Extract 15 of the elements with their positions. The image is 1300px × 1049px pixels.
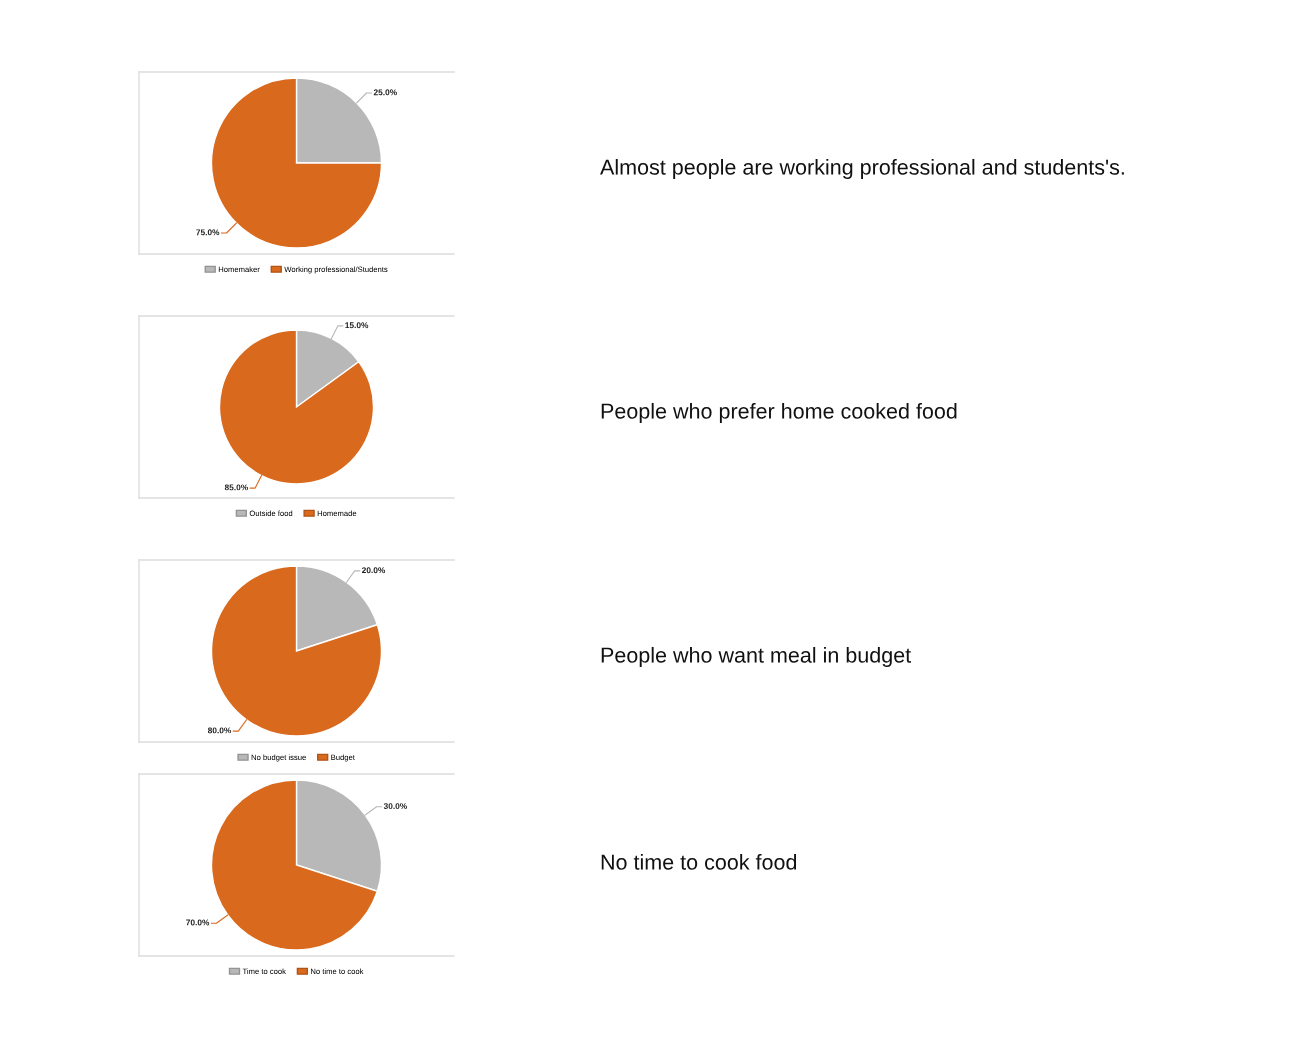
data-label: 25.0%: [373, 89, 397, 96]
text: People who prefer home cooked food: [601, 402, 957, 424]
pie-slice: [210, 565, 383, 737]
data-label: 20.0%: [361, 567, 386, 574]
pie-slice: [218, 329, 375, 485]
data-label: 75.0%: [196, 229, 220, 236]
data-label: 80.0%: [207, 727, 232, 734]
text: Almost people are working professional and students's.: [600, 158, 1124, 180]
data-label: 15.0%: [345, 322, 369, 329]
pie-slice: [210, 779, 379, 951]
text: People who want meal in budget: [601, 646, 912, 668]
data-label: 85.0%: [224, 484, 248, 491]
text: No time to cook food: [601, 853, 797, 870]
data-label: 70.0%: [186, 919, 210, 926]
data-label: 30.0%: [383, 803, 407, 810]
